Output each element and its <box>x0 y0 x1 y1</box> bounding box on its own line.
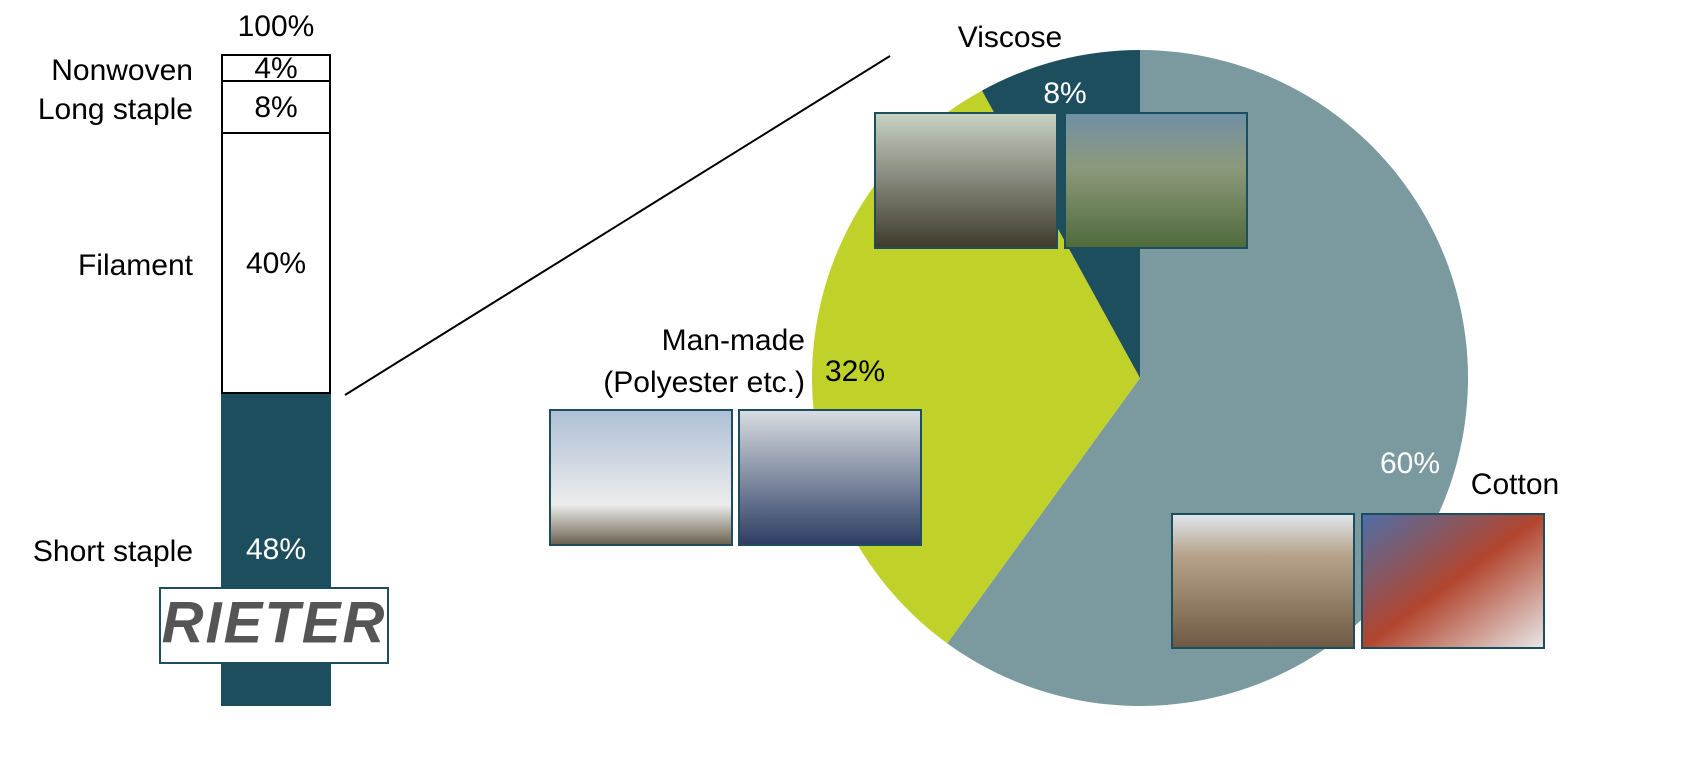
segment-value-label: 4% <box>254 52 297 85</box>
segment-value-label: 48% <box>246 533 306 566</box>
page: 48% Short staple 40% Filament 8% Long staple 4… <box>0 0 1694 762</box>
segment-value-label: 8% <box>254 91 297 124</box>
photo-oil-pump <box>550 410 732 545</box>
photo-plant <box>1065 113 1247 248</box>
photo-field <box>1172 514 1354 648</box>
segment-name: Short staple <box>33 535 193 568</box>
photo-harvester <box>1362 514 1544 648</box>
slice-value-label: 8% <box>1043 77 1086 110</box>
segment-value-label: 40% <box>246 247 306 280</box>
total-label: 100% <box>238 10 315 43</box>
photo-forest <box>875 113 1057 248</box>
chart: 48% Short staple 40% Filament 8% Long staple 4… <box>0 0 1694 762</box>
logo: RIETER <box>162 590 387 655</box>
photo-factory <box>739 410 921 545</box>
slice-name: Viscose <box>885 17 1135 59</box>
slice-name: Cotton <box>1390 464 1640 506</box>
segment-name: Long staple <box>38 93 193 126</box>
slice-name: Man-made (Polyester etc.) <box>555 320 805 404</box>
slice-value-label: 32% <box>825 355 885 388</box>
segment-name: Nonwoven <box>51 54 193 87</box>
segment-name: Filament <box>78 249 194 282</box>
